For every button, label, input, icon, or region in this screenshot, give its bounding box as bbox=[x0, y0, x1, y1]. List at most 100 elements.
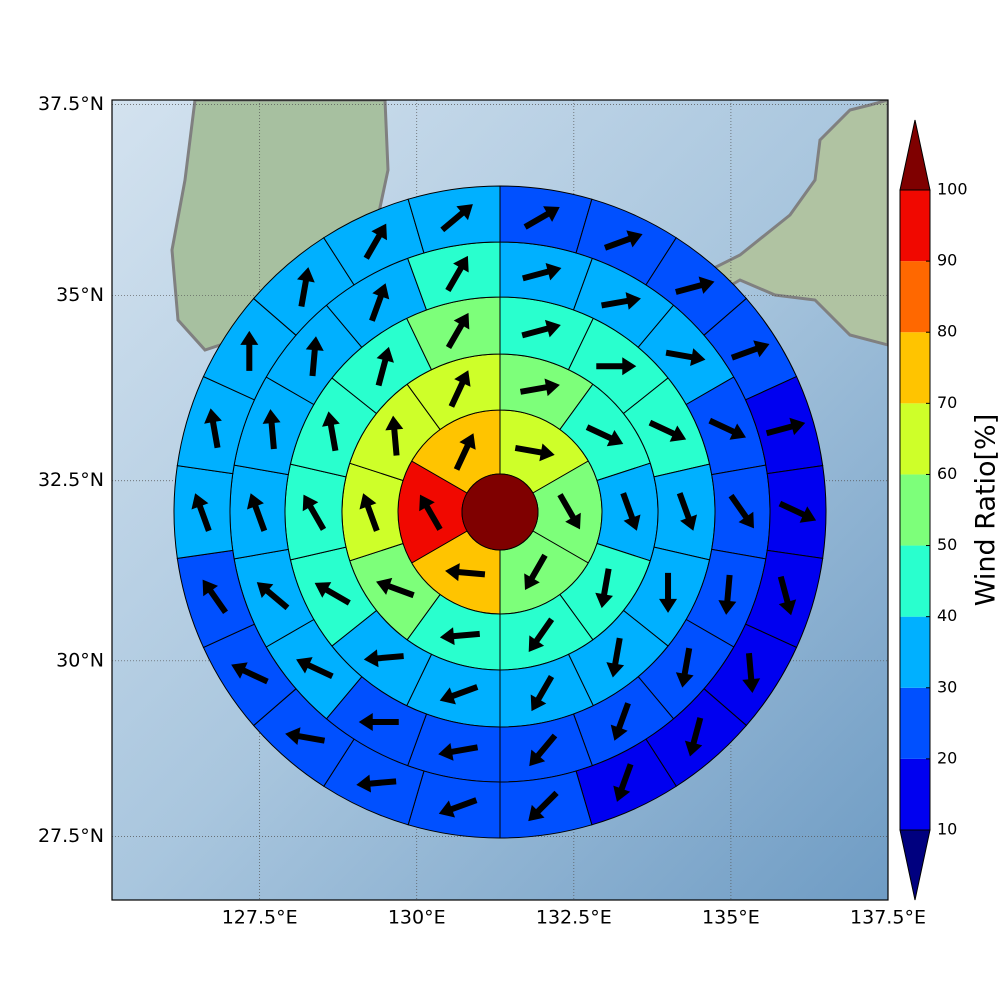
wind-arrow bbox=[519, 378, 560, 397]
wind-arrow bbox=[684, 717, 704, 757]
colorbar-tick-label: 10 bbox=[937, 820, 957, 839]
center-cell bbox=[461, 473, 539, 551]
wind-arrow bbox=[742, 652, 761, 694]
wind-arrow bbox=[528, 790, 559, 822]
wind-arrow bbox=[297, 267, 315, 308]
wind-arrow bbox=[438, 742, 479, 761]
wind-arrow bbox=[730, 340, 770, 361]
wind-arrow bbox=[659, 572, 678, 613]
colorbar-tick-label: 20 bbox=[937, 748, 957, 767]
x-tick-label: 137.5°E bbox=[850, 907, 926, 929]
wind-arrow bbox=[521, 319, 561, 339]
wind-arrow bbox=[375, 346, 394, 387]
wind-arrow bbox=[438, 797, 478, 818]
colorbar-tick-label: 80 bbox=[937, 322, 957, 341]
wind-arrow bbox=[648, 419, 687, 442]
wind-arrow bbox=[369, 283, 390, 322]
wind-arrow bbox=[445, 563, 486, 582]
colorbar-tick-label: 70 bbox=[937, 393, 957, 412]
wind-arrow bbox=[596, 357, 637, 376]
wind-arrow bbox=[314, 582, 351, 606]
wind-arrow bbox=[585, 424, 624, 447]
x-tick-label: 132.5°E bbox=[536, 907, 612, 929]
wind-arrow bbox=[419, 494, 443, 531]
wind-arrow bbox=[439, 684, 479, 705]
colorbar-tick-label: 90 bbox=[937, 251, 957, 270]
y-tick-label: 37.5°N bbox=[38, 93, 104, 115]
wind-arrow bbox=[675, 647, 694, 688]
colorbar-segment bbox=[900, 616, 930, 688]
wind-arrow bbox=[191, 493, 212, 532]
wind-arrow bbox=[514, 443, 555, 462]
wind-arrow bbox=[439, 627, 481, 646]
wind-arrow bbox=[363, 649, 404, 668]
wind-arrow bbox=[305, 336, 324, 377]
wind-arrow bbox=[356, 774, 397, 793]
wind-arrow bbox=[603, 230, 643, 251]
colorbar-segment bbox=[900, 687, 930, 759]
colorbar-tick-label: 100 bbox=[937, 180, 968, 199]
wind-arrow bbox=[448, 370, 471, 408]
wind-arrow bbox=[202, 579, 229, 615]
x-tick-label: 135°E bbox=[702, 907, 760, 929]
wind-arrow bbox=[665, 348, 706, 367]
wind-arrow bbox=[524, 553, 548, 590]
colorbar-extend-min bbox=[899, 829, 931, 901]
wind-arrow bbox=[777, 575, 797, 616]
wind-arrow bbox=[557, 493, 581, 530]
colorbar: 10 20 30 40 50 60 70 80 90 100 bbox=[899, 119, 968, 901]
wind-arrow bbox=[778, 500, 817, 523]
wind-arrow bbox=[522, 262, 562, 282]
wind-arrow bbox=[358, 713, 399, 732]
colorbar-segment bbox=[900, 403, 930, 475]
wind-arrow bbox=[363, 223, 388, 260]
colorbar-segment bbox=[900, 190, 930, 262]
wind-arrow bbox=[601, 292, 641, 310]
colorbar-segment bbox=[900, 332, 930, 404]
colorbar-tick-label: 40 bbox=[937, 606, 957, 625]
y-tick-label: 27.5°N bbox=[38, 825, 104, 847]
wind-arrow bbox=[529, 733, 558, 767]
wind-arrow bbox=[385, 415, 404, 456]
wind-arrow bbox=[610, 702, 631, 741]
colorbar-extend-max bbox=[899, 119, 931, 191]
colorbar-segment bbox=[900, 758, 930, 830]
wind-arrow bbox=[708, 417, 747, 440]
wind-arrow bbox=[440, 204, 473, 233]
colorbar-tick-label: 30 bbox=[937, 677, 957, 696]
colorbar-tick-label: 50 bbox=[937, 535, 957, 554]
wind-arrow bbox=[528, 617, 555, 653]
wind-arrow bbox=[453, 433, 476, 471]
wind-arrow bbox=[246, 493, 268, 532]
colorbar-label: Wind Ratio[%] bbox=[971, 414, 1000, 606]
wind-arrow bbox=[613, 763, 634, 802]
wind-arrow bbox=[262, 409, 281, 450]
colorbar-segment bbox=[900, 261, 930, 333]
colorbar-segment bbox=[900, 474, 930, 546]
wind-arrow bbox=[620, 492, 641, 531]
wind-arrow bbox=[296, 657, 334, 680]
polar-grid bbox=[173, 185, 827, 839]
wind-arrow bbox=[302, 494, 327, 531]
wind-arrow bbox=[256, 582, 290, 611]
y-tick-label: 30°N bbox=[56, 649, 104, 671]
colorbar-frame bbox=[899, 189, 931, 831]
wind-arrow bbox=[675, 276, 715, 295]
x-tick-label: 130°E bbox=[388, 907, 446, 929]
y-tick-label: 32.5°N bbox=[38, 469, 104, 491]
plot-frame bbox=[111, 99, 889, 901]
colorbar-segment bbox=[900, 545, 930, 617]
wind-arrow bbox=[231, 662, 269, 685]
wind-arrow bbox=[728, 493, 754, 529]
wind-arrow bbox=[523, 206, 560, 230]
wind-arrow bbox=[285, 727, 326, 746]
colorbar-tick-label: 60 bbox=[937, 464, 957, 483]
wind-arrow bbox=[359, 493, 380, 532]
wind-arrow bbox=[322, 411, 340, 452]
wind-arrow bbox=[595, 568, 613, 609]
wind-arrows bbox=[191, 204, 817, 822]
wind-arrow bbox=[765, 417, 806, 437]
japan-land bbox=[687, 100, 888, 347]
axes: 127.5°E 130°E 132.5°E 135°E 137.5°E 27.5°N 30°… bbox=[38, 93, 926, 928]
wind-arrow bbox=[204, 408, 222, 449]
